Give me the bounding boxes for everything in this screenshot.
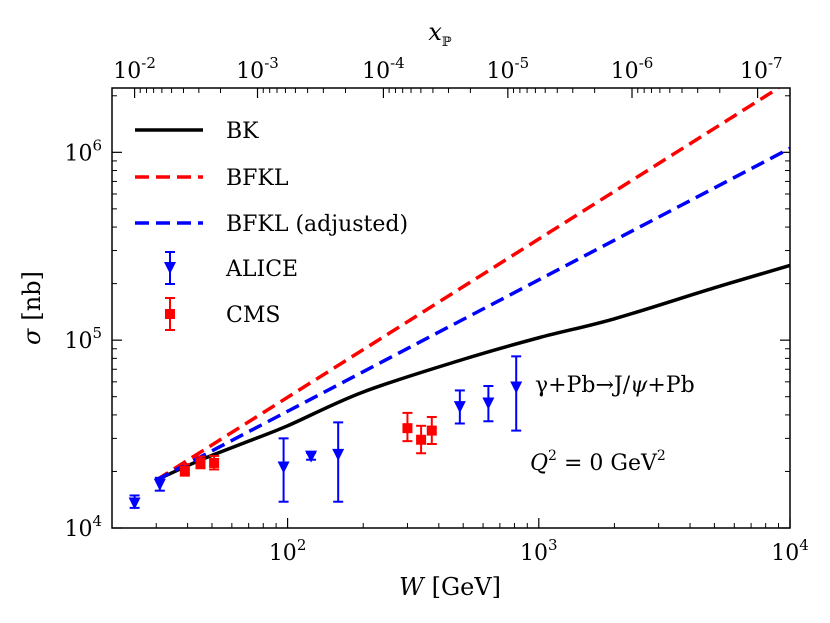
x-axis-title: W [GeV] (399, 573, 501, 601)
minor-ticks (111, 88, 790, 528)
plot-frame (111, 87, 791, 529)
legend-label: BK (226, 119, 259, 144)
legend-label: BFKL (226, 166, 289, 191)
cms-point (416, 434, 427, 445)
legend-marker (164, 262, 176, 274)
top-tick-label: 10-4 (362, 54, 405, 84)
cms-point (195, 457, 206, 468)
cms-point (179, 465, 190, 476)
q2-annotation: Q2 = 0 GeV2 (530, 448, 666, 476)
alice-point (153, 478, 166, 491)
legend-marker (165, 309, 175, 319)
legend-item-bk: BK (135, 119, 259, 144)
alice-point (453, 401, 466, 414)
legend: BK BFKL BFKL (adjusted) ALICE CMS (135, 119, 408, 331)
top-tick-label: 10-2 (113, 54, 156, 84)
series-line-bfkl (155, 88, 780, 482)
y-tick-label: 106 (64, 136, 102, 166)
y-tick-label: 104 (64, 512, 102, 542)
legend-item-bfkl-adjusted-: BFKL (adjusted) (135, 212, 408, 237)
top-axis-title: xℙ (428, 18, 452, 50)
top-tick-label: 10-6 (611, 54, 654, 84)
cms-point (402, 423, 413, 434)
legend-label: ALICE (225, 257, 298, 282)
top-tick-label: 10-3 (236, 54, 279, 84)
alice-point (510, 381, 523, 394)
x-tick-label: 104 (771, 536, 809, 566)
top-tick-label: 10-5 (487, 54, 530, 84)
y-tick-label: 105 (64, 324, 102, 354)
tick-labels: 102 103 104 104 105 106 10-2 10-3 10-4 10-5 10-6 10… (64, 54, 808, 566)
x-tick-label: 103 (520, 536, 558, 566)
y-axis-title: σ[nb] (18, 271, 46, 345)
alice-point (482, 397, 495, 410)
x-tick-label: 102 (269, 536, 307, 566)
cms-point (426, 425, 437, 436)
data-points (128, 355, 523, 510)
alice-point (128, 497, 141, 510)
alice-point (277, 461, 290, 474)
series-line-bk (155, 263, 790, 482)
legend-item-bfkl: BFKL (135, 166, 289, 191)
alice-point (305, 450, 318, 463)
legend-item-alice: ALICE (164, 251, 298, 285)
legend-item-cms: CMS (165, 297, 280, 331)
alice-point (332, 448, 345, 461)
legend-label: BFKL (adjusted) (226, 212, 408, 237)
legend-label: CMS (226, 303, 280, 328)
top-tick-label: 10-7 (740, 54, 783, 84)
series-line-bfkl-adjusted- (155, 146, 790, 482)
cms-point (209, 457, 220, 468)
plot-lines (155, 88, 790, 482)
reaction-annotation: γ+Pb→J/ψ+Pb (535, 373, 695, 398)
